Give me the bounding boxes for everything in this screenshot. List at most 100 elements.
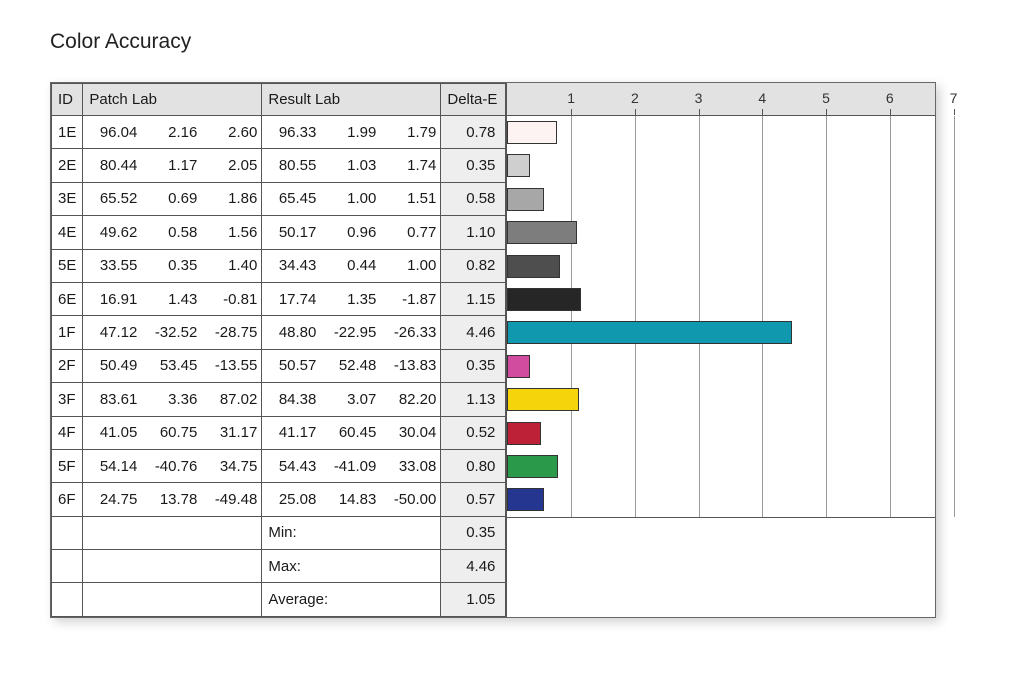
cell-patch: 24.7513.78-49.48 — [83, 483, 262, 516]
table-row: 1E96.042.162.6096.331.991.790.78 — [52, 116, 506, 149]
color-table: ID Patch Lab Result Lab Delta-E 1E96.042… — [51, 83, 506, 617]
cell-result: 25.0814.83-50.00 — [262, 483, 441, 516]
delta-e-bar — [507, 321, 791, 344]
cell-result: 41.1760.4530.04 — [262, 416, 441, 449]
delta-e-bar — [507, 154, 529, 177]
col-patch: Patch Lab — [83, 84, 262, 116]
cell-result: 34.430.441.00 — [262, 249, 441, 282]
cell-patch: 47.12-32.52-28.75 — [83, 316, 262, 349]
summary-label: Min: — [262, 516, 441, 549]
cell-result: 48.80-22.95-26.33 — [262, 316, 441, 349]
cell-result: 65.451.001.51 — [262, 182, 441, 215]
col-result: Result Lab — [262, 84, 441, 116]
cell-id: 3F — [52, 383, 83, 416]
cell-result: 96.331.991.79 — [262, 116, 441, 149]
cell-patch: 16.911.43-0.81 — [83, 282, 262, 315]
col-delta: Delta-E — [441, 84, 506, 116]
summary-row: Max:4.46 — [52, 550, 506, 583]
table-row: 3E65.520.691.8665.451.001.510.58 — [52, 182, 506, 215]
cell-patch: 54.14-40.7634.75 — [83, 449, 262, 482]
page-title: Color Accuracy — [50, 30, 974, 54]
cell-result: 50.170.960.77 — [262, 216, 441, 249]
table-row: 3F83.613.3687.0284.383.0782.201.13 — [52, 383, 506, 416]
axis-tick-label: 1 — [567, 90, 575, 106]
summary-label: Average: — [262, 583, 441, 617]
cell-result: 17.741.35-1.87 — [262, 282, 441, 315]
chart-axis: 1234567 — [507, 83, 935, 116]
table-row: 6F24.7513.78-49.4825.0814.83-50.000.57 — [52, 483, 506, 516]
cell-id: 5E — [52, 249, 83, 282]
delta-e-bar — [507, 455, 558, 478]
cell-delta: 0.80 — [441, 449, 506, 482]
summary-row: Min:0.35 — [52, 516, 506, 549]
cell-delta: 0.58 — [441, 182, 506, 215]
table-row: 4E49.620.581.5650.170.960.771.10 — [52, 216, 506, 249]
cell-delta: 0.52 — [441, 416, 506, 449]
cell-delta: 0.57 — [441, 483, 506, 516]
table-row: 5E33.550.351.4034.430.441.000.82 — [52, 249, 506, 282]
cell-delta: 1.13 — [441, 383, 506, 416]
axis-tick-label: 2 — [631, 90, 639, 106]
delta-e-bar — [507, 121, 557, 144]
delta-e-bar — [507, 355, 529, 378]
table-header-row: ID Patch Lab Result Lab Delta-E — [52, 84, 506, 116]
delta-e-bar — [507, 255, 559, 278]
cell-id: 4E — [52, 216, 83, 249]
summary-row: Average:1.05 — [52, 583, 506, 617]
cell-delta: 1.10 — [441, 216, 506, 249]
cell-id: 6F — [52, 483, 83, 516]
cell-result: 54.43-41.0933.08 — [262, 449, 441, 482]
cell-id: 5F — [52, 449, 83, 482]
cell-result: 80.551.031.74 — [262, 149, 441, 182]
table-row: 2E80.441.172.0580.551.031.740.35 — [52, 149, 506, 182]
table-row: 6E16.911.43-0.8117.741.35-1.871.15 — [52, 282, 506, 315]
cell-id: 1F — [52, 316, 83, 349]
axis-tick-label: 7 — [950, 90, 958, 106]
cell-id: 2F — [52, 349, 83, 382]
gridline — [954, 116, 955, 517]
cell-patch: 50.4953.45-13.55 — [83, 349, 262, 382]
table-row: 1F47.12-32.52-28.7548.80-22.95-26.334.46 — [52, 316, 506, 349]
cell-patch: 33.550.351.40 — [83, 249, 262, 282]
cell-result: 50.5752.48-13.83 — [262, 349, 441, 382]
axis-tick-label: 3 — [695, 90, 703, 106]
cell-id: 6E — [52, 282, 83, 315]
table-row: 5F54.14-40.7634.7554.43-41.0933.080.80 — [52, 449, 506, 482]
cell-patch: 41.0560.7531.17 — [83, 416, 262, 449]
delta-e-bar — [507, 488, 543, 511]
cell-delta: 0.35 — [441, 349, 506, 382]
cell-patch: 65.520.691.86 — [83, 182, 262, 215]
delta-e-bar — [507, 422, 540, 445]
summary-value: 0.35 — [441, 516, 506, 549]
cell-delta: 0.35 — [441, 149, 506, 182]
cell-patch: 96.042.162.60 — [83, 116, 262, 149]
cell-id: 1E — [52, 116, 83, 149]
cell-delta: 1.15 — [441, 282, 506, 315]
cell-result: 84.383.0782.20 — [262, 383, 441, 416]
table-row: 2F50.4953.45-13.5550.5752.48-13.830.35 — [52, 349, 506, 382]
cell-delta: 0.78 — [441, 116, 506, 149]
cell-delta: 0.82 — [441, 249, 506, 282]
chart-body — [507, 116, 935, 517]
table-row: 4F41.0560.7531.1741.1760.4530.040.52 — [52, 416, 506, 449]
delta-e-bar — [507, 221, 577, 244]
delta-e-bar — [507, 188, 544, 211]
col-id: ID — [52, 84, 83, 116]
cell-id: 3E — [52, 182, 83, 215]
summary-label: Max: — [262, 550, 441, 583]
cell-patch: 80.441.172.05 — [83, 149, 262, 182]
axis-tick-label: 5 — [822, 90, 830, 106]
delta-e-bar — [507, 388, 579, 411]
cell-delta: 4.46 — [441, 316, 506, 349]
chart-footer — [507, 517, 935, 617]
cell-id: 2E — [52, 149, 83, 182]
cell-patch: 83.613.3687.02 — [83, 383, 262, 416]
summary-value: 4.46 — [441, 550, 506, 583]
cell-patch: 49.620.581.56 — [83, 216, 262, 249]
axis-tick-label: 4 — [758, 90, 766, 106]
delta-e-chart: 1234567 — [506, 83, 935, 617]
delta-e-bar — [507, 288, 580, 311]
color-accuracy-panel: ID Patch Lab Result Lab Delta-E 1E96.042… — [50, 82, 936, 618]
cell-id: 4F — [52, 416, 83, 449]
axis-tick-label: 6 — [886, 90, 894, 106]
